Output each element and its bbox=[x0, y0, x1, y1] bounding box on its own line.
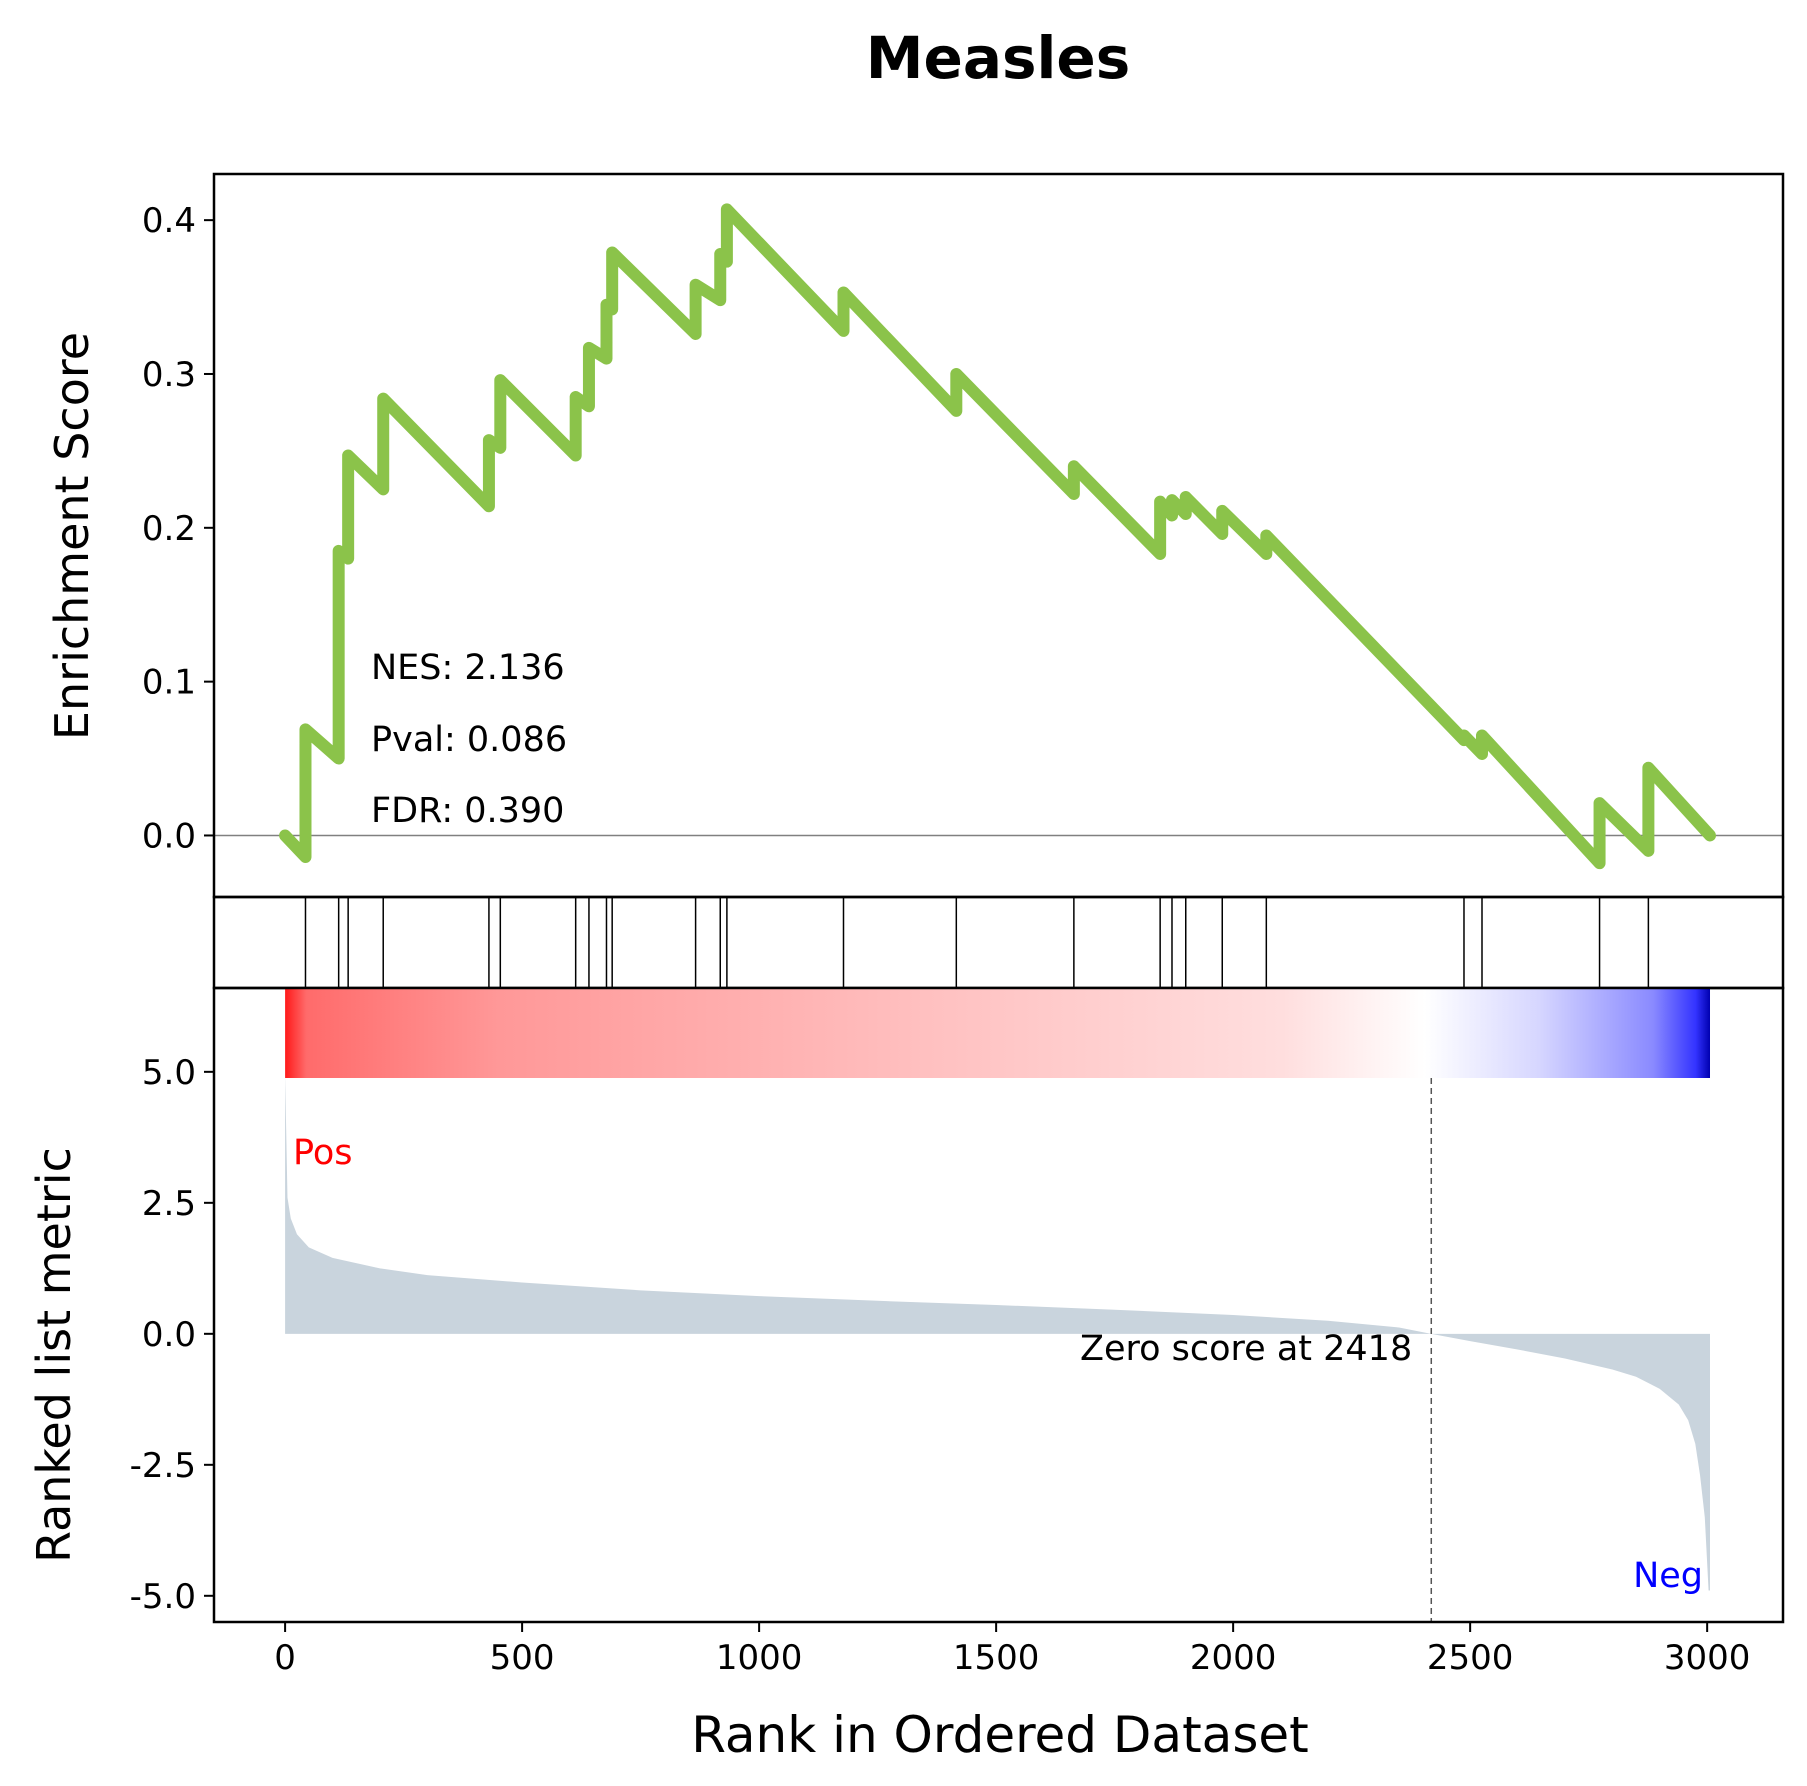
zero-score-label: Zero score at 2418 bbox=[1080, 1329, 1412, 1369]
enrichment-score-line bbox=[279, 203, 1717, 870]
es-y-tick-label: 0.1 bbox=[142, 663, 196, 703]
neg-label: Neg bbox=[1633, 1556, 1703, 1596]
hit-marks bbox=[304, 897, 1650, 988]
x-axis-ticks: 0 500 1000 1500 2000 2500 3000 bbox=[274, 1622, 1750, 1678]
nes-label: NES: 2.136 bbox=[371, 648, 565, 688]
es-y-tick-label: 0.2 bbox=[142, 509, 196, 549]
hits-panel bbox=[212, 895, 1785, 990]
rm-y-tick-label: 5.0 bbox=[142, 1053, 196, 1093]
rm-y-tick-label: 2.5 bbox=[142, 1184, 196, 1224]
x-tick-label: 3000 bbox=[1664, 1638, 1751, 1678]
x-axis-label: Rank in Ordered Dataset bbox=[691, 1706, 1308, 1764]
rm-y-tick-label: -2.5 bbox=[130, 1446, 196, 1486]
x-tick-label: 0 bbox=[274, 1638, 296, 1678]
ranked-metric-panel: Pos Neg Zero score at 2418 5.0 2.5 0.0 -2.5… bbox=[27, 986, 1785, 1624]
x-tick-label: 500 bbox=[490, 1638, 555, 1678]
es-y-tick-label: 0.4 bbox=[142, 201, 196, 241]
ranked-metric-area bbox=[285, 1074, 1711, 1591]
chart-title: Measles bbox=[866, 24, 1130, 92]
enrichment-frame bbox=[212, 172, 1785, 899]
rm-y-tick-label: -5.0 bbox=[130, 1577, 196, 1617]
rank-heatmap-bar bbox=[285, 988, 1711, 1078]
x-tick-label: 1500 bbox=[953, 1638, 1040, 1678]
fdr-label: FDR: 0.390 bbox=[371, 791, 564, 831]
enrichment-y-label: Enrichment Score bbox=[45, 332, 99, 740]
es-y-tick-label: 0.3 bbox=[142, 355, 196, 395]
x-tick-label: 2000 bbox=[1190, 1638, 1277, 1678]
es-y-ticks: 0.0 0.1 0.2 0.3 0.4 bbox=[142, 201, 214, 856]
rm-y-tick-label: 0.0 bbox=[142, 1315, 196, 1355]
x-tick-label: 2500 bbox=[1427, 1638, 1514, 1678]
pos-label: Pos bbox=[293, 1133, 353, 1173]
hits-frame bbox=[212, 895, 1785, 990]
es-y-tick-label: 0.0 bbox=[142, 816, 196, 856]
x-tick-label: 1000 bbox=[716, 1638, 803, 1678]
ranked-metric-y-label: Ranked list metric bbox=[27, 1147, 81, 1563]
pval-label: Pval: 0.086 bbox=[371, 720, 567, 760]
ranked-metric-frame bbox=[212, 986, 1785, 1624]
rm-y-ticks: 5.0 2.5 0.0 -2.5 -5.0 bbox=[130, 1053, 214, 1617]
enrichment-panel: 0.0 0.1 0.2 0.3 0.4 NES: 2.136 Pval: 0.086 F… bbox=[45, 172, 1785, 899]
